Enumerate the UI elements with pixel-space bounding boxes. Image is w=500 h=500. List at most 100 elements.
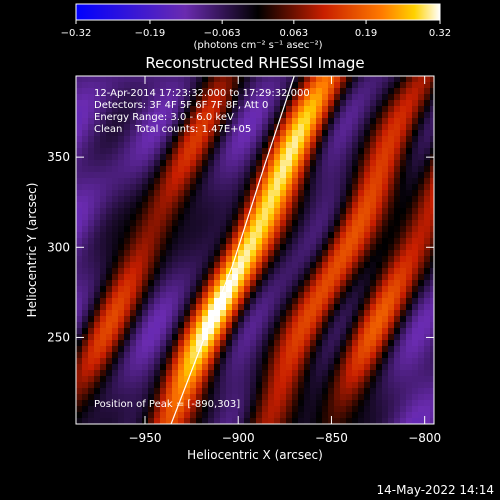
heatmap-cell	[124, 166, 131, 173]
heatmap-cell	[172, 106, 179, 113]
heatmap-cell	[424, 238, 431, 245]
heatmap-cell	[94, 154, 101, 161]
heatmap-cell	[178, 304, 185, 311]
heatmap-cell	[280, 262, 287, 269]
heatmap-cell	[154, 172, 161, 179]
heatmap-cell	[100, 358, 107, 365]
heatmap-cell	[424, 274, 431, 281]
heatmap-cell	[352, 280, 359, 287]
heatmap-cell	[214, 88, 221, 95]
heatmap-cell	[106, 310, 113, 317]
heatmap-cell	[214, 298, 221, 305]
heatmap-cell	[406, 100, 413, 107]
heatmap-cell	[106, 76, 113, 83]
heatmap-cell	[370, 256, 377, 263]
heatmap-cell	[394, 352, 401, 359]
heatmap-cell	[376, 142, 383, 149]
heatmap-cell	[148, 274, 155, 281]
heatmap-cell	[328, 256, 335, 263]
heatmap-cell	[280, 310, 287, 317]
heatmap-cell	[76, 370, 83, 377]
heatmap-cell	[76, 250, 83, 257]
heatmap-cell	[232, 406, 239, 413]
heatmap-cell	[130, 88, 137, 95]
heatmap-cell	[424, 316, 431, 323]
heatmap-cell	[376, 310, 383, 317]
heatmap-cell	[76, 178, 83, 185]
heatmap-cell	[316, 238, 323, 245]
heatmap-cell	[142, 292, 149, 299]
heatmap-cell	[412, 82, 419, 89]
heatmap-cell	[334, 208, 341, 215]
heatmap-cell	[262, 226, 269, 233]
heatmap-cell	[322, 418, 329, 424]
heatmap-cell	[148, 286, 155, 293]
heatmap-cell	[370, 376, 377, 383]
heatmap-cell	[352, 232, 359, 239]
heatmap-cell	[406, 376, 413, 383]
heatmap-cell	[100, 214, 107, 221]
heatmap-cell	[388, 154, 395, 161]
heatmap-cell	[382, 208, 389, 215]
heatmap-cell	[130, 232, 137, 239]
heatmap-cell	[112, 286, 119, 293]
heatmap-cell	[274, 418, 281, 424]
heatmap-cell	[184, 106, 191, 113]
heatmap-cell	[118, 412, 125, 419]
heatmap-cell	[370, 154, 377, 161]
heatmap-cell	[196, 292, 203, 299]
heatmap-cell	[430, 322, 434, 329]
heatmap-cell	[352, 88, 359, 95]
heatmap-cell	[280, 124, 287, 131]
heatmap-cell	[418, 370, 425, 377]
heatmap-cell	[172, 268, 179, 275]
heatmap-cell	[424, 94, 431, 101]
heatmap-cell	[256, 286, 263, 293]
heatmap-cell	[190, 400, 197, 407]
heatmap-cell	[310, 250, 317, 257]
heatmap-cell	[142, 172, 149, 179]
heatmap-cell	[316, 208, 323, 215]
heatmap-cell	[292, 400, 299, 407]
heatmap-cell	[418, 418, 425, 424]
heatmap-cell	[82, 298, 89, 305]
heatmap-cell	[220, 130, 227, 137]
heatmap-cell	[172, 418, 179, 424]
heatmap-cell	[310, 178, 317, 185]
heatmap-cell	[130, 220, 137, 227]
heatmap-cell	[172, 208, 179, 215]
heatmap-cell	[418, 316, 425, 323]
heatmap-cell	[262, 220, 269, 227]
heatmap-cell	[268, 118, 275, 125]
heatmap-cell	[280, 418, 287, 424]
heatmap-cell	[190, 322, 197, 329]
heatmap-cell	[280, 358, 287, 365]
heatmap-cell	[214, 394, 221, 401]
heatmap-cell	[232, 232, 239, 239]
heatmap-cell	[142, 226, 149, 233]
heatmap-cell	[358, 208, 365, 215]
heatmap-cell	[280, 214, 287, 221]
heatmap-cell	[76, 184, 83, 191]
heatmap-cell	[238, 100, 245, 107]
heatmap-cell	[406, 196, 413, 203]
heatmap-cell	[100, 352, 107, 359]
heatmap-cell	[94, 370, 101, 377]
heatmap-cell	[274, 88, 281, 95]
heatmap-cell	[364, 136, 371, 143]
heatmap-cell	[298, 358, 305, 365]
heatmap-cell	[142, 406, 149, 413]
heatmap-cell	[256, 232, 263, 239]
heatmap-cell	[166, 334, 173, 341]
heatmap-cell	[238, 112, 245, 119]
heatmap-cell	[142, 262, 149, 269]
heatmap-cell	[238, 358, 245, 365]
heatmap-cell	[406, 208, 413, 215]
heatmap-cell	[262, 130, 269, 137]
heatmap-cell	[430, 268, 434, 275]
heatmap-cell	[154, 208, 161, 215]
heatmap-cell	[346, 232, 353, 239]
heatmap-cell	[370, 400, 377, 407]
heatmap-cell	[94, 286, 101, 293]
heatmap-cell	[334, 418, 341, 424]
